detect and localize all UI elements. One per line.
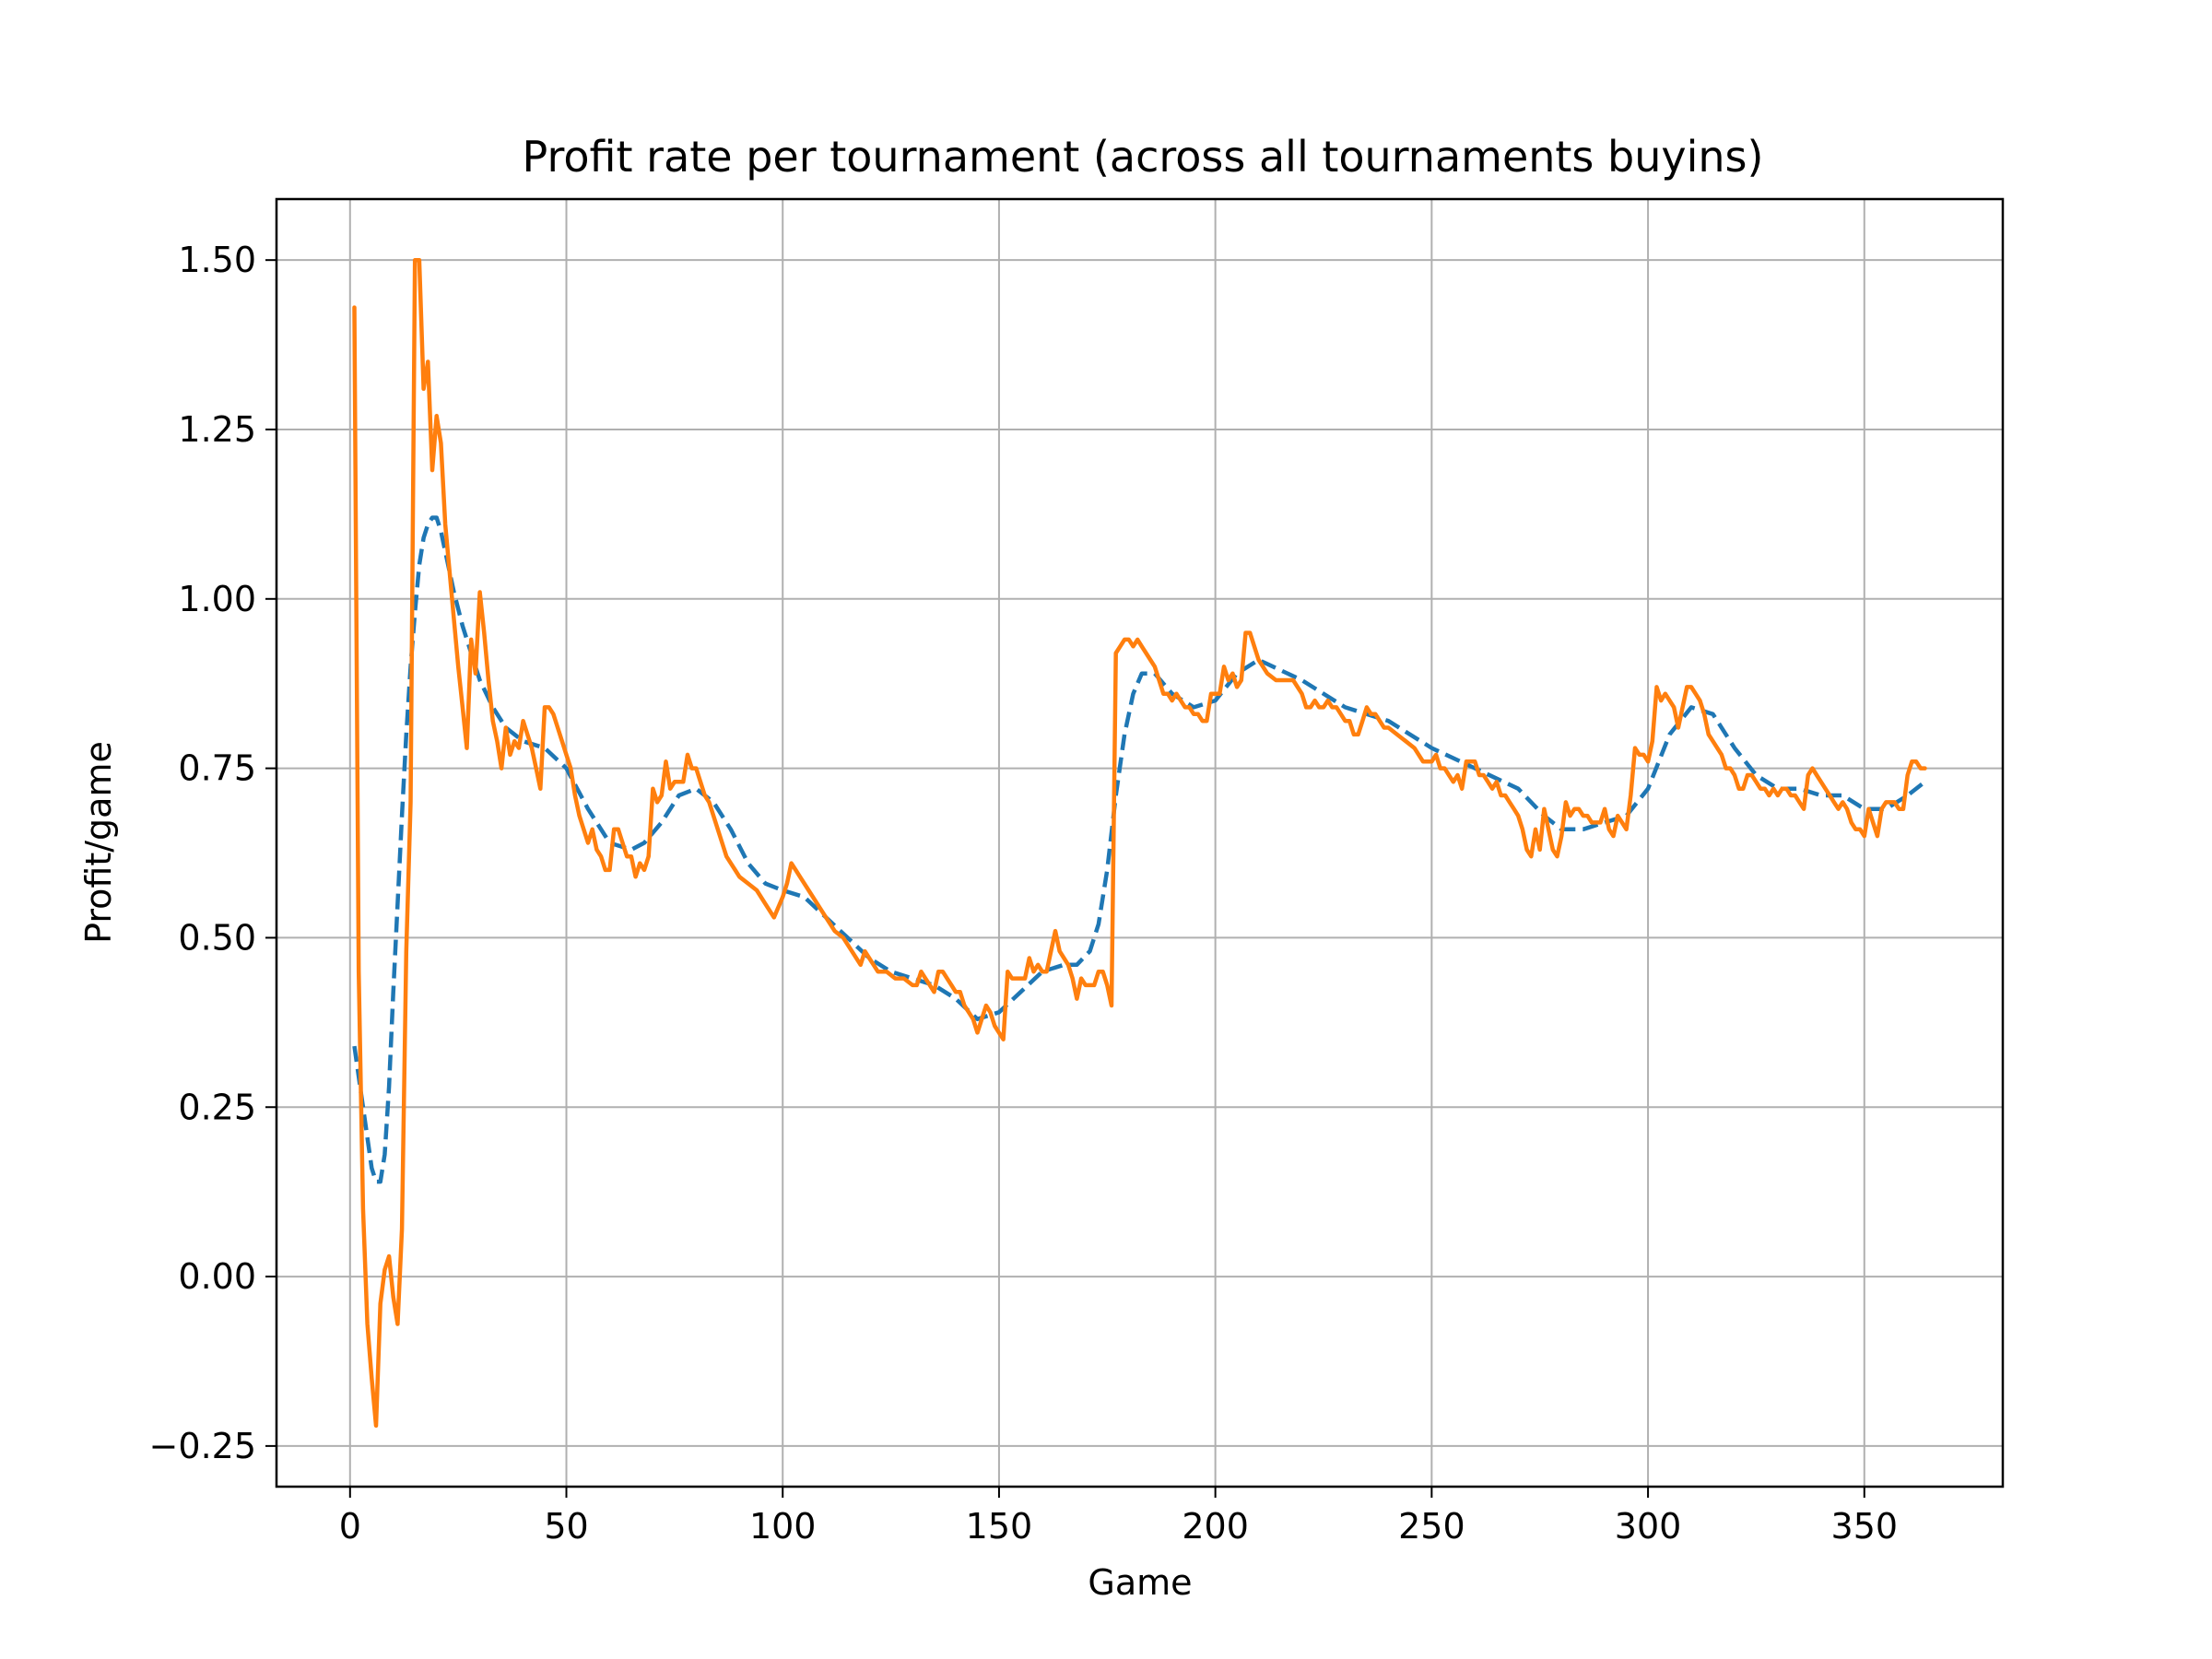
y-axis-label: Profit/game [78, 741, 119, 944]
x-axis-label: Game [1088, 1562, 1192, 1603]
chart-title: Profit rate per tournament (across all t… [523, 132, 1764, 182]
x-tick-label: 100 [749, 1506, 817, 1547]
x-tick-label: 0 [339, 1506, 361, 1547]
x-tick-label: 150 [966, 1506, 1033, 1547]
grid [276, 199, 2003, 1487]
x-tick-label: 200 [1182, 1506, 1249, 1547]
y-tick-label: 0.50 [178, 917, 256, 958]
y-tick-label: 0.75 [178, 748, 256, 789]
y-tick-label: 1.50 [178, 240, 256, 280]
x-tick-label: 300 [1615, 1506, 1682, 1547]
y-tick-label: 0.00 [178, 1256, 256, 1297]
series-line-solid [352, 257, 1927, 1429]
plot-area-frame [275, 197, 2005, 1488]
x-tick-label: 350 [1831, 1506, 1899, 1547]
x-tick-label: 50 [544, 1506, 588, 1547]
x-tick-label: 250 [1398, 1506, 1465, 1547]
series-lines [352, 257, 1927, 1429]
y-tick-label: −0.25 [149, 1426, 256, 1466]
y-axis-ticks: −0.25 0.00 0.25 0.50 0.75 1.00 1.25 1.50 [149, 240, 276, 1466]
y-tick-label: 1.00 [178, 579, 256, 619]
y-tick-label: 0.25 [178, 1087, 256, 1127]
x-axis-ticks: 0 50 100 150 200 250 300 350 [339, 1487, 1898, 1547]
series-line-dashed [352, 515, 1926, 1184]
y-tick-label: 1.25 [178, 409, 256, 450]
